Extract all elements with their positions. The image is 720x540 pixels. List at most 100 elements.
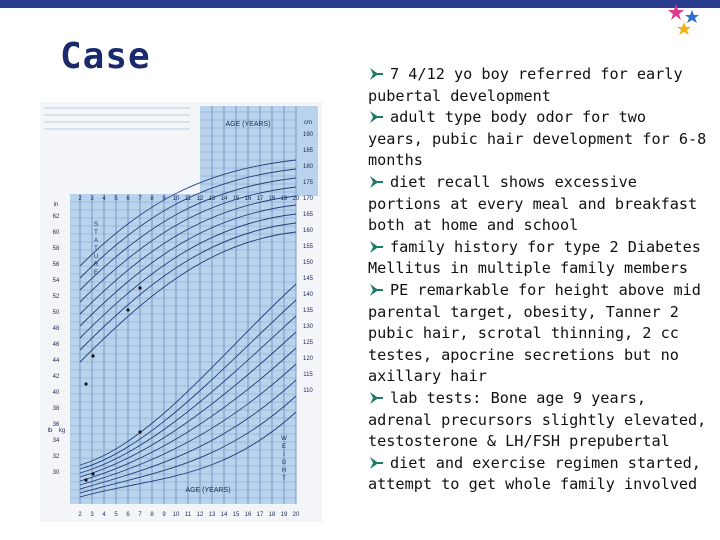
age-tick-bottom: 5 <box>114 512 118 518</box>
weight-percentile-curve <box>79 395 297 494</box>
age-tick-bottom: 17 <box>257 512 264 518</box>
stature-letter: E <box>94 270 98 276</box>
bullet-item: diet and exercise regimen started, attem… <box>368 453 708 496</box>
bullet-text: diet and exercise regimen started, attem… <box>368 453 701 494</box>
age-tick-top: 18 <box>269 196 276 202</box>
stature-percentile-curve <box>79 177 297 291</box>
bullet-text: PE remarkable for height above mid paren… <box>368 280 701 386</box>
top-accent-bar <box>0 0 720 8</box>
inch-tick-label: 42 <box>53 374 60 380</box>
age-tick-bottom: 19 <box>281 512 288 518</box>
stature-point <box>91 354 95 358</box>
growth-chart: 2233445566778899101011111212131314141515… <box>40 102 322 522</box>
bullet-text: adult type body odor for two years, pubi… <box>368 108 707 170</box>
stature-percentile-curve <box>79 204 297 327</box>
inch-tick-label: 44 <box>53 358 60 364</box>
inch-tick-label: 38 <box>53 406 60 412</box>
pushpin-bullet-icon <box>370 175 383 188</box>
stature-letter: T <box>94 246 98 252</box>
cm-tick-label: 150 <box>303 260 314 266</box>
age-tick-bottom: 12 <box>197 512 204 518</box>
bullet-item: lab tests: Bone age 9 years, adrenal pre… <box>368 388 708 453</box>
cm-tick-label: 120 <box>303 356 314 362</box>
chart-grid-area-top <box>200 106 318 196</box>
age-tick-bottom: 7 <box>138 512 142 518</box>
cm-tick-label: 115 <box>303 372 313 378</box>
unit-cm-label: cm <box>304 120 312 126</box>
age-tick-bottom: 10 <box>173 512 180 518</box>
age-tick-bottom: 15 <box>233 512 240 518</box>
stars-decoration-icon <box>668 4 699 35</box>
pushpin-bullet-icon <box>370 391 383 404</box>
stature-point <box>138 286 142 290</box>
inch-tick-label: 52 <box>53 294 60 300</box>
age-tick-bottom: 13 <box>209 512 216 518</box>
age-tick-top: 8 <box>150 196 154 202</box>
age-tick-bottom: 14 <box>221 512 228 518</box>
cm-tick-label: 155 <box>303 244 314 250</box>
age-tick-bottom: 2 <box>78 512 82 518</box>
age-tick-bottom: 18 <box>269 512 276 518</box>
age-tick-bottom: 9 <box>162 512 166 518</box>
age-tick-bottom: 6 <box>126 512 130 518</box>
stature-percentile-curve <box>79 195 297 315</box>
bullet-text: diet recall shows excessive portions at … <box>368 172 698 235</box>
inch-tick-label: 60 <box>53 230 60 236</box>
age-tick-bottom: 20 <box>293 512 300 518</box>
pushpin-bullet-icon <box>370 283 383 296</box>
bullet-text: lab tests: Bone age 9 years, adrenal pre… <box>368 388 707 451</box>
stature-percentile-curve <box>79 222 297 351</box>
unit-lb-label: lb <box>48 428 53 434</box>
cm-tick-label: 180 <box>303 164 314 170</box>
inch-tick-label: 40 <box>53 390 60 396</box>
weight-percentile-curve <box>79 347 297 482</box>
pushpin-bullet-icon <box>370 111 383 124</box>
age-tick-top: 11 <box>185 196 192 202</box>
unit-in-label: in <box>54 202 59 208</box>
age-tick-top: 14 <box>221 196 228 202</box>
age-tick-bottom: 16 <box>245 512 252 518</box>
stature-letter: A <box>94 238 98 244</box>
cm-tick-label: 145 <box>303 276 314 282</box>
weight-percentile-curve <box>79 315 297 474</box>
weight-point <box>84 478 88 482</box>
inch-tick-label: 36 <box>53 422 60 428</box>
inch-tick-label: 32 <box>53 454 60 460</box>
weight-letter: I <box>283 452 285 458</box>
bullet-list: 7 4/12 yo boy referred for early puberta… <box>368 64 708 496</box>
inch-tick-label: 46 <box>53 342 60 348</box>
age-tick-top: 3 <box>90 196 94 202</box>
cm-tick-label: 185 <box>303 148 314 154</box>
age-tick-top: 4 <box>102 196 106 202</box>
age-tick-top: 17 <box>257 196 264 202</box>
bullet-item: family history for type 2 Diabetes Melli… <box>368 237 708 280</box>
age-tick-bottom: 4 <box>102 512 106 518</box>
bullet-item: PE remarkable for height above mid paren… <box>368 280 708 388</box>
stature-point <box>126 308 130 312</box>
stature-percentile-curve <box>79 186 297 303</box>
age-tick-bottom: 8 <box>150 512 154 518</box>
age-tick-bottom: 11 <box>185 512 192 518</box>
age-tick-top: 19 <box>281 196 288 202</box>
weight-letter: T <box>282 476 286 482</box>
age-tick-top: 7 <box>138 196 142 202</box>
age-tick-top: 9 <box>162 196 166 202</box>
weight-letter: H <box>282 468 286 474</box>
cm-tick-label: 140 <box>303 292 314 298</box>
weight-percentile-curve <box>79 411 297 498</box>
inch-tick-label: 58 <box>53 246 60 252</box>
inch-tick-label: 48 <box>53 326 60 332</box>
age-label-top: AGE (YEARS) <box>225 121 270 128</box>
stature-letter: S <box>94 222 98 228</box>
stature-percentile-curve <box>79 159 297 267</box>
weight-point <box>138 430 142 434</box>
cm-tick-label: 175 <box>303 180 314 186</box>
stature-percentile-curve <box>79 213 297 339</box>
weight-percentile-curve <box>79 379 297 490</box>
bullet-item: 7 4/12 yo boy referred for early puberta… <box>368 64 708 107</box>
weight-letter: G <box>282 460 287 466</box>
inch-tick-label: 56 <box>53 262 60 268</box>
weight-percentile-curve <box>79 363 297 486</box>
bullet-item: adult type body odor for two years, pubi… <box>368 107 708 172</box>
age-tick-top: 5 <box>114 196 118 202</box>
